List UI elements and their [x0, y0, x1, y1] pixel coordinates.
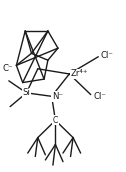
Text: Zr⁴⁺: Zr⁴⁺: [71, 69, 88, 78]
Text: C⁻: C⁻: [2, 64, 13, 73]
Text: Cl⁻: Cl⁻: [93, 92, 106, 101]
Text: Cl⁻: Cl⁻: [101, 51, 114, 60]
Text: N⁻: N⁻: [52, 92, 63, 101]
Text: C: C: [53, 116, 58, 125]
Text: Si: Si: [23, 88, 30, 97]
